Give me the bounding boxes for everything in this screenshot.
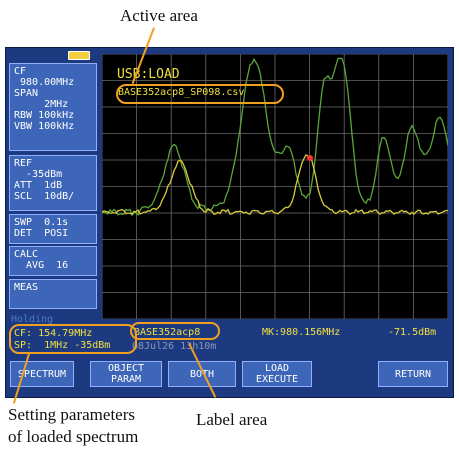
ref-panel[interactable]: REF -35dBm ATT 1dB SCL 10dB/ — [9, 155, 97, 211]
holding-label: Holding — [11, 314, 54, 325]
span-readout: SP: 1MHz -35dBm — [14, 340, 111, 351]
marker-dot — [307, 155, 313, 161]
spectrum-softkey-label: SPECTRUM — [17, 368, 67, 380]
calc-panel[interactable]: CALC AVG 16 — [9, 246, 97, 276]
loaded-filename: BASE352acp8_SP098.csv — [118, 87, 245, 98]
both-softkey[interactable]: BOTH — [168, 361, 236, 387]
setting-parameters-callout: Setting parameters of loaded spectrum — [8, 405, 139, 446]
usb-status: USB:LOAD — [117, 67, 180, 82]
marker-level: -71.5dBm — [388, 327, 437, 338]
marker-frequency: MK:980.156MHz — [262, 327, 341, 338]
spectrum-display: USB:LOAD BASE352acp8_SP098.csv — [101, 53, 449, 320]
cf-span-panel[interactable]: CF 980.00MHz SPAN 2MHz RBW 100kHz VBW 10… — [9, 63, 97, 151]
meas-panel[interactable]: MEAS — [9, 279, 97, 309]
load-execute-softkey[interactable]: LOAD EXECUTE — [242, 361, 312, 387]
trace-loaded — [101, 57, 449, 217]
object-param-softkey[interactable]: OBJECT PARAM — [90, 361, 162, 387]
label-text: BASE352acp8 — [134, 327, 201, 338]
analyzer-screen: CF 980.00MHz SPAN 2MHz RBW 100kHz VBW 10… — [5, 47, 454, 398]
battery-icon — [68, 51, 90, 60]
trace-live — [101, 153, 449, 216]
object-param-softkey-label: OBJECT PARAM — [107, 363, 145, 385]
center-frequency-readout: CF: 154.79MHz — [14, 328, 93, 339]
sweep-panel[interactable]: SWP 0.1s DET POSI — [9, 214, 97, 244]
active-area-callout: Active area — [120, 6, 198, 25]
timestamp: 08Jul26 13h10m — [132, 341, 217, 352]
label-area-callout: Label area — [196, 410, 268, 429]
load-execute-softkey-label: LOAD EXECUTE — [255, 363, 299, 385]
return-softkey-label: RETURN — [394, 368, 432, 380]
both-softkey-label: BOTH — [189, 368, 215, 380]
return-softkey[interactable]: RETURN — [378, 361, 448, 387]
